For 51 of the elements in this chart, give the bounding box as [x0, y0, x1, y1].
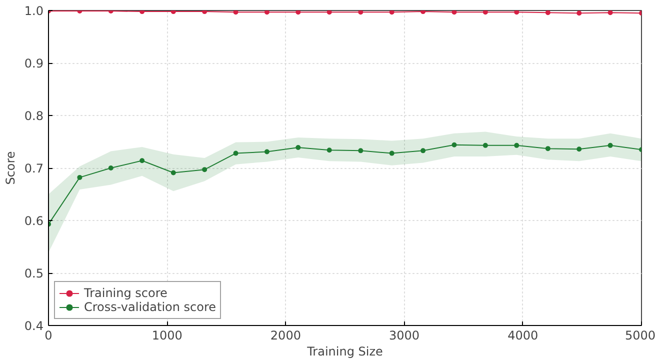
point [202, 10, 208, 14]
y-tick-label: 0.4 [24, 319, 44, 333]
y-tick-label: 0.7 [24, 162, 44, 176]
point [264, 10, 270, 15]
point [608, 10, 613, 16]
point [108, 166, 114, 170]
x-axis-title: Training Size [306, 344, 383, 358]
point [296, 10, 301, 15]
point [389, 10, 394, 15]
point [420, 10, 426, 14]
x-tick-label: 0 [44, 328, 52, 342]
y-tick-label: 0.8 [24, 109, 44, 123]
point [608, 142, 613, 148]
point [389, 150, 394, 156]
point [545, 10, 550, 16]
y-tick-label: 0.6 [24, 214, 44, 228]
point [170, 10, 176, 14]
y-tick-label: 1.0 [24, 4, 44, 18]
legend-label: Cross-validation score [84, 300, 216, 314]
point [202, 167, 208, 172]
point [140, 10, 145, 14]
y-tick-label: 0.9 [24, 56, 44, 70]
point [77, 174, 82, 180]
x-tick-label: 5000 [624, 328, 655, 342]
point [233, 150, 238, 156]
point [545, 146, 550, 152]
x-tick-label: 1000 [152, 328, 182, 342]
point [264, 149, 270, 154]
point [296, 145, 301, 150]
point [233, 10, 238, 15]
point [576, 146, 582, 152]
point [514, 142, 520, 148]
point [514, 10, 520, 15]
point [420, 148, 426, 154]
point [452, 142, 457, 148]
x-tick-label: 4000 [508, 328, 538, 342]
point [326, 10, 332, 15]
y-axis-title: Score [3, 151, 18, 185]
point [326, 148, 332, 153]
point [358, 148, 364, 154]
point [358, 10, 364, 15]
point [452, 10, 457, 15]
legend-label: Training score [84, 286, 168, 300]
point [482, 142, 488, 148]
point [170, 170, 176, 176]
point [140, 158, 145, 164]
x-tick-label: 3000 [389, 328, 420, 342]
y-tick-label: 0.5 [24, 266, 44, 280]
x-tick-label: 2000 [270, 328, 301, 342]
point [576, 10, 582, 16]
point [482, 10, 488, 15]
